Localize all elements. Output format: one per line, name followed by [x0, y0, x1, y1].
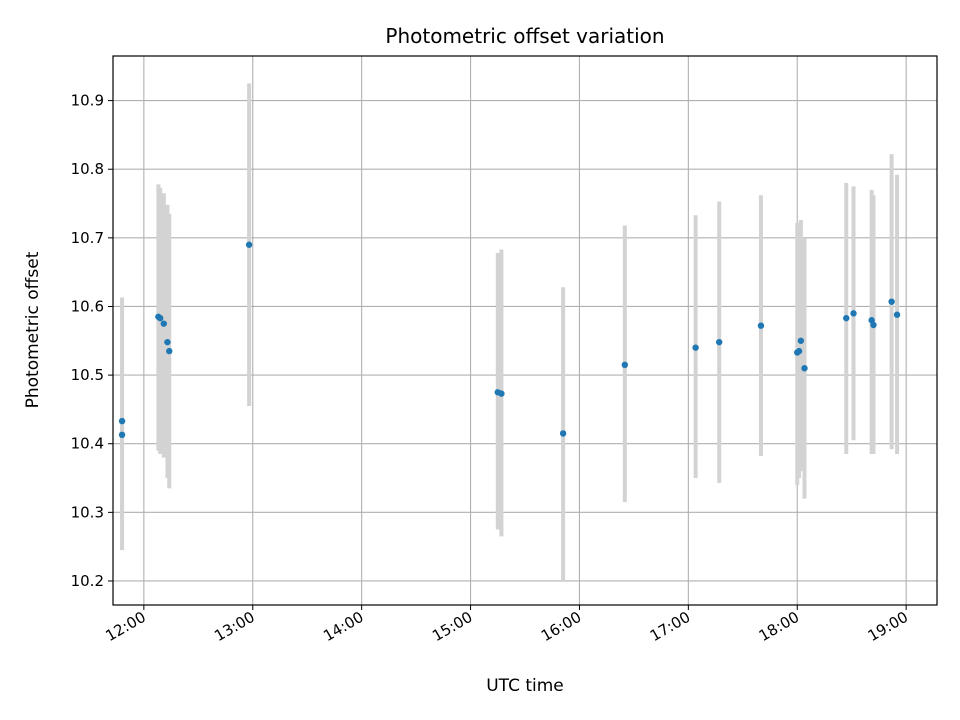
y-tick-label: 10.6 [71, 297, 104, 315]
x-axis-label: UTC time [486, 676, 564, 696]
data-point [797, 337, 805, 344]
data-point [850, 310, 857, 317]
y-tick-label: 10.8 [71, 160, 104, 178]
data-point [498, 390, 505, 397]
y-axis-label: Photometric offset [23, 251, 43, 408]
data-point [164, 338, 171, 346]
data-point [118, 417, 126, 425]
data-point [621, 361, 629, 369]
y-tick-label: 10.2 [71, 572, 104, 590]
y-tick-label: 10.7 [71, 229, 104, 247]
y-tick-label: 10.4 [71, 435, 104, 453]
data-point [843, 314, 850, 322]
data-point [156, 314, 164, 322]
data-point [559, 430, 567, 437]
data-point [692, 344, 699, 351]
y-tick-label: 10.3 [71, 503, 104, 521]
data-point [893, 311, 901, 318]
data-point [757, 322, 765, 329]
y-tick-label: 10.9 [71, 92, 104, 110]
data-point [868, 317, 875, 324]
data-point [160, 320, 168, 327]
y-tick-label: 10.5 [71, 366, 104, 384]
chart-title: Photometric offset variation [385, 24, 664, 48]
data-point [801, 365, 808, 372]
data-point [166, 347, 173, 355]
y-axis: 10.2 10.3 10.4 10.5 10.6 10.7 10.8 10.9 [71, 92, 113, 590]
data-point [245, 241, 253, 248]
data-points [118, 241, 901, 439]
data-point [716, 338, 723, 346]
data-point [888, 298, 895, 305]
data-point [795, 347, 803, 355]
data-point [870, 321, 877, 329]
data-point [118, 431, 126, 439]
plot-frame [112, 55, 938, 606]
